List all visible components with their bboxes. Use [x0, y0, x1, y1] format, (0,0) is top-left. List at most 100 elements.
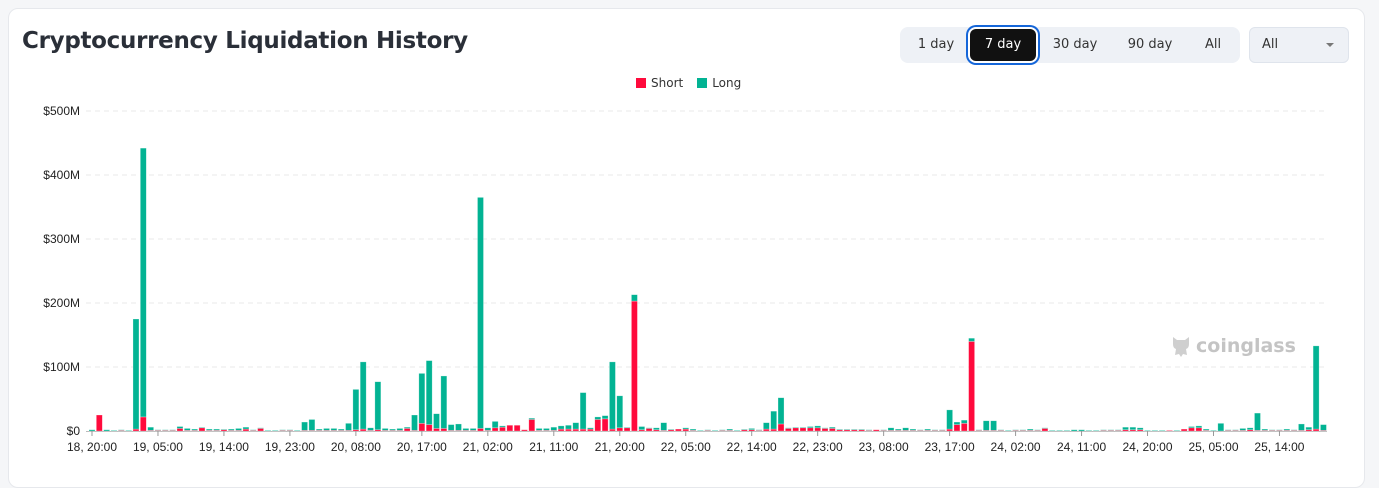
long-bar [880, 429, 887, 431]
short-bar [1188, 427, 1195, 432]
range-all-button[interactable]: All [1204, 37, 1222, 52]
long-bar [550, 426, 558, 431]
short-swatch-icon [636, 78, 646, 88]
short-bar [440, 428, 448, 432]
long-bar [352, 389, 360, 431]
long-bar [931, 429, 939, 431]
legend-item-long[interactable]: Long [697, 76, 741, 90]
long-bar [403, 426, 411, 429]
x-tick-label: 22, 05:00 [661, 440, 711, 454]
x-tick-label: 20, 17:00 [397, 440, 447, 454]
long-bar [1122, 426, 1129, 431]
long-bar [755, 429, 763, 431]
short-bar [631, 300, 638, 432]
long-bar [968, 337, 975, 342]
long-bar [235, 428, 242, 431]
short-bar [198, 427, 206, 432]
long-bar [374, 381, 382, 431]
short-bar [968, 341, 975, 432]
long-bar [924, 428, 931, 431]
long-bar [1019, 429, 1027, 431]
long-bar [829, 426, 836, 429]
long-bar [198, 426, 206, 429]
range-30-day-button[interactable]: 30 day [1052, 37, 1098, 52]
long-bar [777, 397, 785, 425]
short-bar [645, 428, 653, 432]
short-bar [96, 414, 103, 432]
short-bar [829, 428, 836, 432]
y-tick-label: $300M [43, 232, 80, 246]
long-bar [660, 422, 668, 431]
short-bar [807, 427, 814, 432]
long-bar [697, 430, 704, 432]
long-bar [763, 422, 770, 430]
range-90-day-button[interactable]: 90 day [1127, 37, 1173, 52]
long-bar [462, 428, 470, 431]
long-bar [271, 430, 279, 432]
long-bar [960, 419, 968, 424]
long-bar [1100, 429, 1107, 431]
short-bar [616, 427, 624, 432]
long-bar [667, 428, 675, 431]
range-7-day-button[interactable]: 7 day [970, 29, 1036, 61]
short-bar [873, 429, 880, 432]
short-bar [814, 427, 821, 432]
long-bar [990, 420, 997, 431]
long-bar [147, 426, 154, 431]
x-tick-label: 25, 14:00 [1254, 440, 1304, 454]
short-bar [528, 419, 536, 432]
watermark-text: coinglass [1196, 335, 1296, 357]
long-bar [308, 419, 316, 431]
short-bar [433, 428, 440, 432]
long-bar [1129, 426, 1137, 431]
x-tick-label: 19, 14:00 [199, 440, 249, 454]
long-bar [704, 429, 712, 431]
short-bar [1180, 428, 1188, 432]
long-bar [499, 425, 506, 428]
long-bar [330, 428, 338, 431]
long-bar [645, 427, 653, 429]
legend-item-short[interactable]: Short [636, 76, 683, 90]
y-tick-label: $0 [67, 424, 81, 438]
long-bar [484, 427, 492, 431]
long-bar [1188, 426, 1195, 429]
long-bar [1276, 429, 1283, 431]
long-bar [301, 421, 308, 431]
long-bar [154, 429, 162, 431]
long-bar [227, 428, 235, 431]
long-bar [103, 429, 110, 432]
long-bar [315, 428, 323, 431]
long-bar [565, 424, 572, 430]
long-bar [1012, 429, 1019, 431]
short-bar [623, 427, 631, 432]
x-tick-label: 24, 11:00 [1057, 440, 1106, 454]
long-bar [528, 417, 536, 420]
long-bar [587, 427, 594, 430]
range-1-day-button[interactable]: 1 day [917, 37, 955, 52]
long-bar [1202, 428, 1210, 431]
long-bar [1136, 427, 1144, 431]
long-bar [894, 428, 902, 431]
long-bar [1268, 429, 1276, 431]
long-bar [337, 428, 345, 431]
long-bar [1070, 429, 1078, 432]
long-bar [1078, 429, 1085, 432]
coin-select-dropdown[interactable]: All [1249, 27, 1349, 63]
long-bar [1144, 430, 1151, 432]
long-bar [1239, 428, 1247, 431]
long-bar [242, 426, 250, 430]
short-bar [140, 416, 147, 432]
x-tick-label: 21, 02:00 [463, 440, 513, 454]
long-bar [733, 430, 741, 432]
long-bar [411, 414, 418, 431]
long-bar [477, 197, 484, 429]
long-bar [938, 429, 946, 431]
long-bar [807, 426, 814, 429]
long-bar [418, 373, 426, 424]
long-bar [616, 395, 624, 429]
long-bar [1224, 429, 1232, 431]
long-bar [293, 430, 301, 432]
long-bar [623, 426, 631, 429]
long-bar [726, 428, 734, 431]
long-bar [902, 427, 909, 431]
